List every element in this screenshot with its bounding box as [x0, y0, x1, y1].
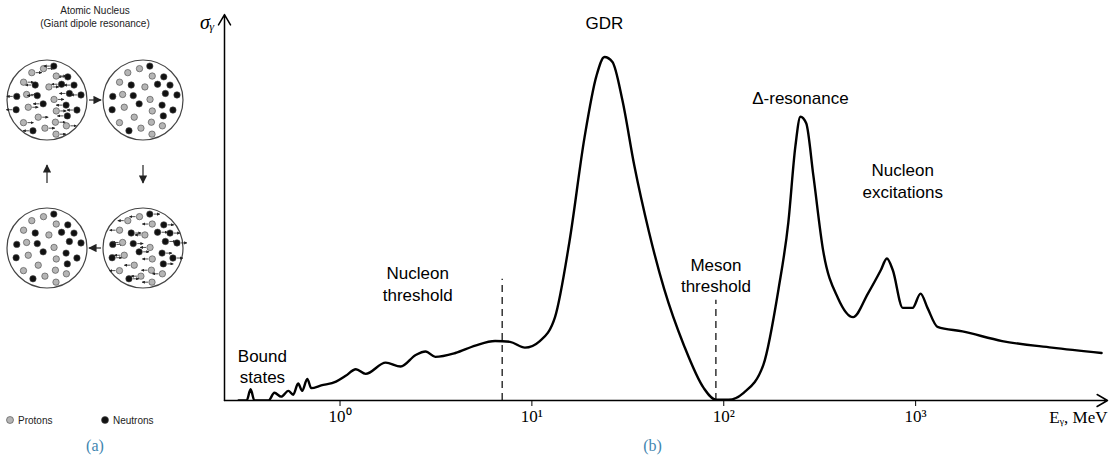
svg-text:10¹: 10¹: [521, 407, 543, 426]
svg-text:Boundstates: Boundstates: [238, 347, 287, 387]
svg-text:(Giant dipole resonance): (Giant dipole resonance): [40, 18, 150, 29]
svg-text:Eᵧ, MeV: Eᵧ, MeV: [1049, 408, 1108, 427]
svg-text:10³: 10³: [905, 407, 927, 426]
svg-text:Nucleonthreshold: Nucleonthreshold: [383, 264, 453, 304]
svg-text:Atomic Nucleus: Atomic Nucleus: [60, 5, 129, 16]
svg-text:Nucleonexcitations: Nucleonexcitations: [863, 161, 943, 201]
html-text:(b): (b): [643, 437, 662, 454]
html-text:(a): (a): [86, 437, 104, 454]
svg-text:Protons: Protons: [18, 415, 52, 426]
svg-text:GDR: GDR: [586, 14, 624, 33]
svg-text:10⁰: 10⁰: [329, 407, 352, 426]
svg-text:Mesonthreshold: Mesonthreshold: [681, 256, 751, 296]
svg-text:10²: 10²: [713, 407, 735, 426]
svg-text:Δ-resonance: Δ-resonance: [752, 89, 848, 108]
svg-text:Neutrons: Neutrons: [113, 415, 154, 426]
svg-text:σᵧ: σᵧ: [200, 11, 215, 33]
